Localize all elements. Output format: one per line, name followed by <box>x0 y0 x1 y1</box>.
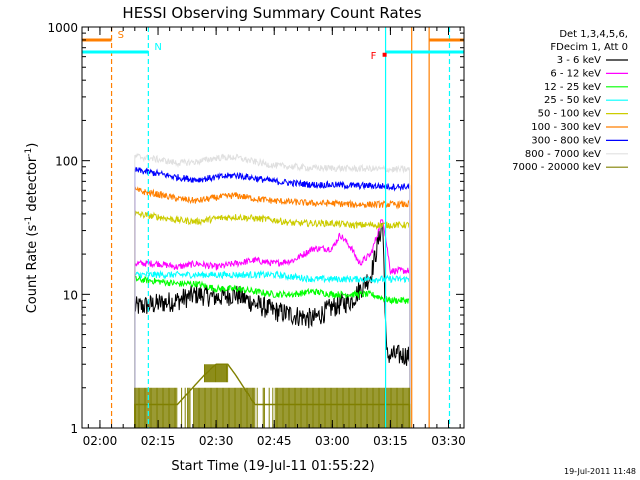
series-line <box>134 210 411 429</box>
annotation-label: N <box>154 42 161 53</box>
legend-header: FDecim 1, Att 0 <box>550 42 628 53</box>
chart-title: HESSI Observing Summary Count Rates <box>122 4 421 22</box>
legend-entry-label: 50 - 100 keV <box>538 109 602 120</box>
x-tick-label: 02:00 <box>83 434 118 448</box>
y-axis-label-exp: -1 <box>24 216 34 225</box>
legend-header: Det 1,3,4,5,6, <box>559 29 628 40</box>
x-tick-label: 02:45 <box>257 434 292 448</box>
legend-entry-label: 25 - 50 keV <box>544 95 601 106</box>
x-axis-label: Start Time (19-Jul-11 01:55:22) <box>171 459 374 474</box>
x-tick-label: 03:15 <box>373 434 408 448</box>
y-axis-label-part: detector <box>25 156 40 216</box>
series-band <box>134 364 411 428</box>
x-tick-label: 03:00 <box>315 434 350 448</box>
x-tick-label: 02:15 <box>141 434 176 448</box>
y-tick-label: 10 <box>63 288 78 302</box>
y-axis-label-part: Count Rate (s <box>25 225 40 314</box>
series-line <box>134 152 411 429</box>
legend-entry-label: 12 - 25 keV <box>544 82 601 93</box>
series-line <box>134 269 411 429</box>
annotation-marker <box>382 52 387 57</box>
y-tick-label: 1 <box>70 422 78 436</box>
plot-frame <box>81 26 465 429</box>
y-axis-label: Count Rate (s-1 detector-1) <box>24 143 40 314</box>
legend-entry-label: 3 - 6 keV <box>557 55 601 66</box>
timestamp: 19-Jul-2011 11:48 <box>564 467 636 476</box>
series-line <box>134 166 411 429</box>
annotation-label: S <box>118 30 124 41</box>
plot-area: S N F <box>82 27 464 429</box>
y-axis-label-part: ) <box>25 143 40 148</box>
y-axis-label-exp: -1 <box>24 148 34 157</box>
series-line <box>134 275 411 429</box>
legend-entry-label: 300 - 800 keV <box>531 135 601 146</box>
series-line <box>134 218 411 429</box>
legend-entry-label: 100 - 300 keV <box>531 122 601 133</box>
axis-ticks: 02:00 02:15 02:30 02:45 03:00 03:15 03:30 1 10 10… <box>47 21 465 448</box>
y-tick-label: 100 <box>55 155 78 169</box>
legend-entry-label: 6 - 12 keV <box>550 68 601 79</box>
legend: Det 1,3,4,5,6, FDecim 1, Att 0 3 - 6 keV 6 … <box>512 29 628 173</box>
series-line <box>134 222 411 429</box>
y-tick-label: 1000 <box>47 21 78 35</box>
x-tick-label: 03:30 <box>431 434 466 448</box>
legend-entry-label: 800 - 7000 keV <box>525 149 601 160</box>
x-tick-label: 02:30 <box>199 434 234 448</box>
legend-entry-label: 7000 - 20000 keV <box>512 162 601 173</box>
series-line <box>134 186 411 429</box>
annotation-label: F <box>371 51 377 62</box>
